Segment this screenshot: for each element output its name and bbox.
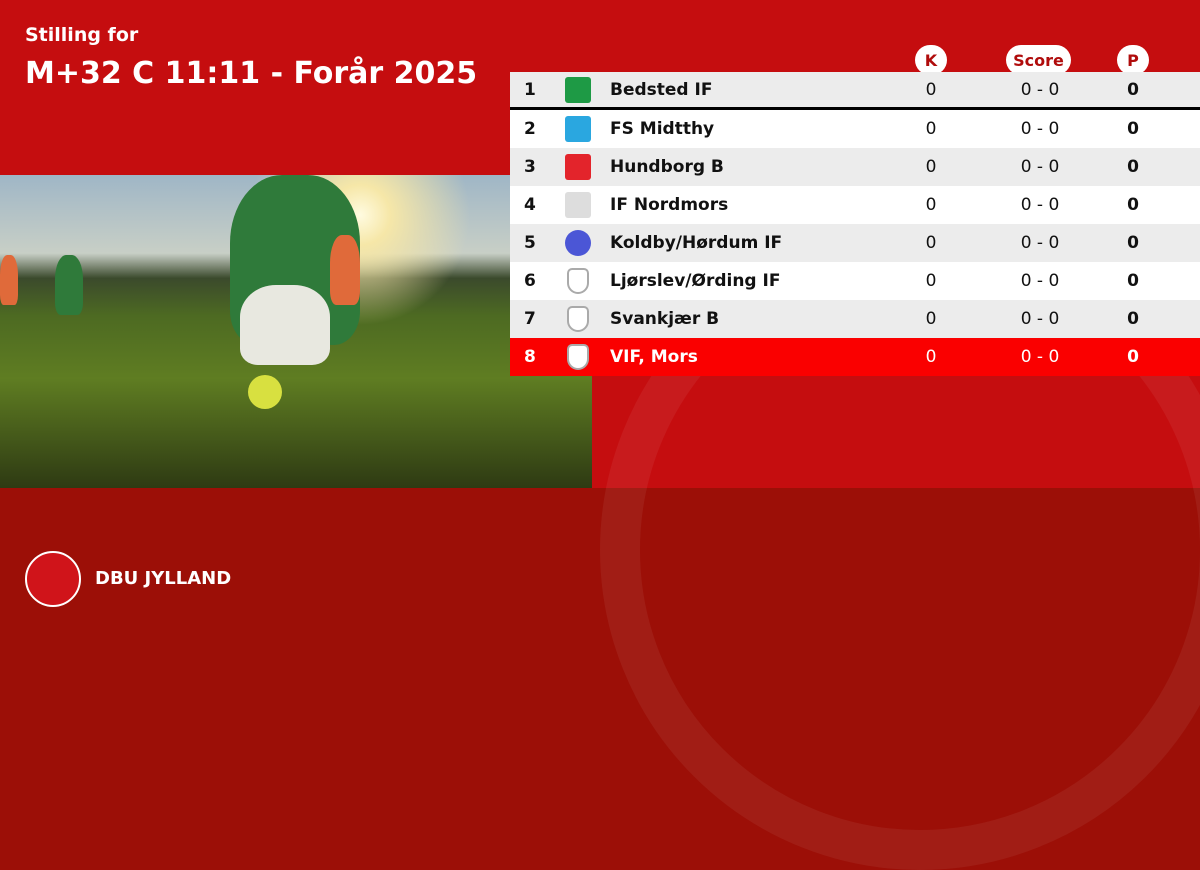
brand-name: DBU JYLLAND — [95, 568, 232, 589]
table-row[interactable]: 6 Ljørslev/Ørding IF 0 0 - 0 0 — [510, 262, 1200, 300]
team-logo-icon — [567, 306, 589, 332]
table-row[interactable]: 7 Svankjær B 0 0 - 0 0 — [510, 300, 1200, 338]
goal-score: 0 - 0 — [1020, 157, 1060, 177]
table-row[interactable]: 2 FS Midtthy 0 0 - 0 0 — [510, 110, 1200, 148]
page-title: M+32 C 11:11 - Forår 2025 — [25, 56, 478, 91]
goal-score: 0 - 0 — [1020, 309, 1060, 329]
rank: 8 — [524, 347, 536, 367]
points: 0 — [1127, 347, 1139, 367]
matches-played: 0 — [925, 79, 937, 100]
rank: 5 — [524, 233, 536, 253]
goal-score: 0 - 0 — [1020, 195, 1060, 215]
table-row[interactable]: 8 VIF, Mors 0 0 - 0 0 — [510, 338, 1200, 376]
team-name: Bedsted IF — [610, 79, 713, 100]
team-logo-icon — [565, 116, 591, 142]
team-logo-icon — [565, 154, 591, 180]
rank: 6 — [524, 271, 536, 291]
points: 0 — [1127, 79, 1139, 100]
matches-played: 0 — [925, 347, 937, 367]
goal-score: 0 - 0 — [1020, 233, 1060, 253]
rank: 1 — [524, 79, 536, 100]
matches-played: 0 — [925, 271, 937, 291]
table-row[interactable]: 5 Koldby/Hørdum IF 0 0 - 0 0 — [510, 224, 1200, 262]
column-header-k[interactable]: K — [915, 45, 947, 75]
team-logo-icon — [567, 268, 589, 294]
standings-table: 1 Bedsted IF 0 0 - 0 0 2 FS Midtthy 0 0 - 0 0 3 Hun… — [510, 72, 1200, 376]
matches-played: 0 — [925, 233, 937, 253]
team-name: Hundborg B — [610, 157, 724, 177]
dbu-logo — [25, 551, 81, 607]
points: 0 — [1127, 271, 1139, 291]
table-row[interactable]: 1 Bedsted IF 0 0 - 0 0 — [510, 72, 1200, 110]
team-name: IF Nordmors — [610, 195, 729, 215]
goal-score: 0 - 0 — [1020, 119, 1060, 139]
points: 0 — [1127, 119, 1139, 139]
goal-score: 0 - 0 — [1020, 271, 1060, 291]
goal-score: 0 - 0 — [1020, 79, 1060, 100]
column-header-p[interactable]: P — [1117, 45, 1149, 75]
table-row[interactable]: 3 Hundborg B 0 0 - 0 0 — [510, 148, 1200, 186]
team-name: FS Midtthy — [610, 119, 715, 139]
column-header-score[interactable]: Score — [1006, 45, 1071, 75]
team-logo-icon — [565, 192, 591, 218]
matches-played: 0 — [925, 309, 937, 329]
points: 0 — [1127, 309, 1139, 329]
table-row[interactable]: 4 IF Nordmors 0 0 - 0 0 — [510, 186, 1200, 224]
points: 0 — [1127, 233, 1139, 253]
rank: 2 — [524, 119, 536, 139]
page-subtitle: Stilling for — [25, 24, 139, 46]
team-name: Koldby/Hørdum IF — [610, 233, 783, 253]
rank: 7 — [524, 309, 536, 329]
matches-played: 0 — [925, 195, 937, 215]
team-name: Svankjær B — [610, 309, 720, 329]
team-name: Ljørslev/Ørding IF — [610, 271, 781, 291]
team-logo-icon — [565, 76, 591, 103]
points: 0 — [1127, 157, 1139, 177]
rank: 3 — [524, 157, 536, 177]
team-logo-icon — [565, 230, 591, 256]
team-logo-icon — [567, 344, 589, 370]
rank: 4 — [524, 195, 536, 215]
matches-played: 0 — [925, 157, 937, 177]
matches-played: 0 — [925, 119, 937, 139]
points: 0 — [1127, 195, 1139, 215]
football-photo — [0, 175, 592, 488]
team-name: VIF, Mors — [610, 347, 698, 367]
goal-score: 0 - 0 — [1020, 347, 1060, 367]
